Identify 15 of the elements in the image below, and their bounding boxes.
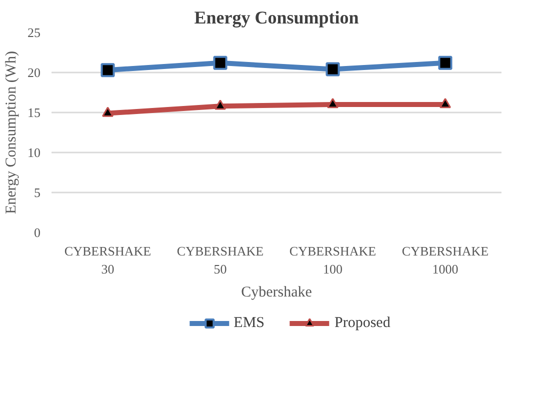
y-tick-label: 15 — [28, 105, 40, 120]
y-axis-title: Energy Consumption (Wh) — [4, 50, 20, 214]
x-tick-label: CYBERSHAKE 1000 — [402, 244, 489, 276]
chart-title: Energy Consumption — [194, 8, 359, 28]
x-tick-label: CYBERSHAKE 100 — [289, 244, 376, 276]
y-tick-label: 5 — [34, 185, 40, 200]
x-tick-label: CYBERSHAKE 30 — [64, 244, 152, 276]
legend-label: EMS — [234, 314, 264, 332]
y-tick-label: 20 — [28, 65, 40, 80]
y-tick-label: 0 — [34, 225, 40, 240]
y-tick-label: 25 — [28, 25, 40, 40]
x-axis-title: Cybershake — [241, 284, 312, 300]
legend-label: Proposed — [334, 314, 390, 332]
x-tick-label: CYBERSHAKE 50 — [176, 244, 264, 276]
y-tick-label: 10 — [28, 145, 40, 160]
